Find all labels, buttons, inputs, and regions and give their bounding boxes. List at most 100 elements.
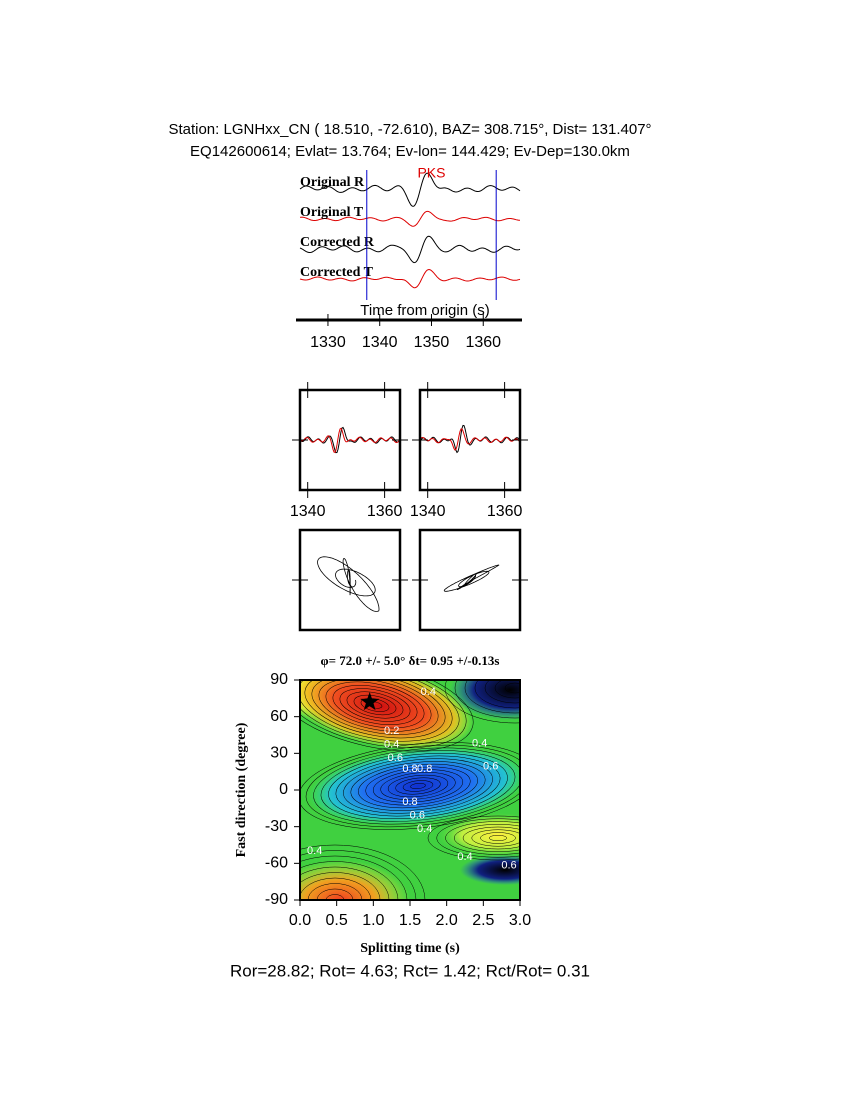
contour-line (300, 872, 381, 900)
contour-line (325, 894, 345, 900)
contour-line (358, 763, 478, 809)
header-line: EQ142600614; Evlat= 13.764; Ev-lon= 144.… (190, 143, 630, 160)
x-tick-label: 1.0 (362, 912, 384, 929)
particle-trace (443, 564, 500, 592)
x-tick-label: 1340 (410, 503, 446, 520)
particle-trace (317, 556, 380, 612)
color-blob (308, 746, 520, 826)
contour-label: 0.6 (388, 752, 403, 764)
plot-title: φ= 72.0 +/- 5.0° δt= 0.95 +/-0.13s (321, 653, 500, 668)
contour-line (427, 815, 520, 861)
contour-line (318, 680, 432, 732)
contour-line (304, 680, 446, 739)
x-tick-label: 2.5 (472, 912, 494, 929)
x-tick-label: 1350 (414, 334, 450, 351)
waveform (300, 427, 400, 454)
y-tick-label: -90 (265, 891, 288, 908)
x-tick-label: 1360 (367, 503, 403, 520)
contour-label: 0.8 (402, 796, 417, 808)
contour-line (332, 685, 418, 725)
contour-label: 0.6 (410, 810, 425, 822)
x-tick-label: 1340 (362, 334, 398, 351)
contour-line (454, 824, 520, 852)
contour-line (444, 680, 520, 724)
contour-label: 0.8 (417, 763, 432, 775)
contour-line (305, 744, 520, 828)
contour-line (471, 829, 520, 847)
contour-line (402, 780, 434, 792)
contour-line (313, 747, 520, 825)
x-tick-label: 0.5 (326, 912, 348, 929)
contour-line (489, 835, 507, 841)
y-tick-label: 90 (270, 671, 288, 688)
contour-line (494, 680, 520, 699)
contour-line (300, 866, 390, 900)
contour-line (311, 680, 439, 735)
panel-frame (418, 528, 522, 632)
contour-label: 0.4 (421, 686, 436, 698)
color-blob (460, 855, 520, 885)
trace-label: Corrected R (300, 235, 375, 250)
contour-line (480, 832, 516, 844)
misfit-map (300, 680, 520, 900)
contour-label: 0.4 (457, 851, 472, 863)
contour-line (350, 761, 486, 811)
contour-line (300, 680, 460, 745)
contour-label: 0.4 (417, 823, 432, 835)
waveform (420, 424, 520, 454)
contour-line (325, 681, 425, 729)
contour-label: 0.4 (307, 845, 322, 857)
waveform (299, 235, 521, 264)
x-tick-label: 1.5 (399, 912, 421, 929)
trace-label: Corrected T (300, 265, 374, 280)
x-tick-label: 1330 (310, 334, 346, 351)
contour-line (462, 826, 520, 850)
y-axis-label: Fast direction (degree) (234, 722, 249, 857)
contour-label: 0.4 (384, 739, 399, 751)
contour-line (300, 861, 399, 900)
x-tick-label: 1360 (465, 334, 501, 351)
contour-line (300, 850, 417, 900)
contour-line (436, 818, 520, 858)
contour-line (335, 755, 501, 817)
x-tick-label: 1340 (290, 503, 326, 520)
contour-line (339, 688, 411, 722)
contour-line (328, 753, 508, 819)
header-line: Station: LGNHxx_CN ( 18.510, -72.610), B… (168, 121, 651, 138)
waveform (299, 172, 521, 207)
contour-line (464, 680, 520, 714)
phase-label: PKS (417, 165, 445, 181)
x-axis-label: Splitting time (s) (360, 941, 460, 956)
contour-line (300, 855, 408, 900)
contour-line (307, 883, 363, 900)
x-tick-label: 0.0 (289, 912, 311, 929)
y-tick-label: 60 (270, 708, 288, 725)
contour-line (365, 766, 471, 806)
footer: Ror=28.82; Rot= 4.63; Rct= 1.42; Rct/Rot… (230, 961, 590, 980)
contour-line (320, 750, 516, 822)
contour-line (372, 769, 464, 803)
y-tick-label: 0 (279, 781, 288, 798)
contour-line (504, 682, 520, 694)
contour-line (484, 680, 520, 704)
x-tick-label: 1360 (487, 503, 523, 520)
contour-line (300, 877, 372, 900)
contour-lines (300, 680, 520, 900)
contour-label: 0.2 (384, 725, 399, 737)
contour-line (346, 691, 404, 719)
contour-line (395, 777, 441, 795)
y-tick-label: 30 (270, 745, 288, 762)
x-tick-label: 3.0 (509, 912, 531, 929)
contour-line (353, 694, 397, 716)
contour-line (300, 844, 426, 900)
contour-label: 0.6 (501, 860, 516, 872)
y-tick-label: -30 (265, 818, 288, 835)
color-blob (450, 680, 520, 720)
waveform (420, 428, 520, 451)
trace-label: Original T (300, 205, 364, 220)
contour-line (300, 742, 520, 830)
best-fit-star (360, 692, 380, 711)
contour-line (410, 783, 426, 789)
